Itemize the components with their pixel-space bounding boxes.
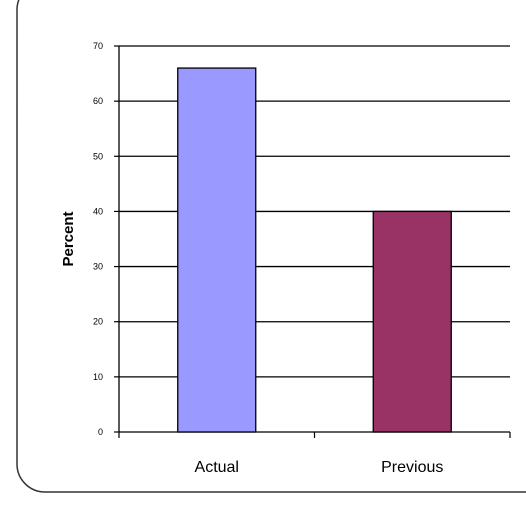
y-tick-label: 60 [93, 96, 103, 106]
x-tick-label: Previous [381, 459, 443, 476]
y-tick-label: 0 [98, 427, 103, 437]
bar-previous [372, 210, 452, 433]
y-tick-label: 40 [93, 206, 103, 216]
x-tick-labels: Actual Previous [195, 459, 444, 476]
x-tick-label: Actual [195, 459, 239, 476]
y-tick-label: 10 [93, 372, 103, 382]
y-tick-label: 30 [93, 262, 103, 272]
y-tick-label: 70 [93, 41, 103, 51]
y-axis-label: Percent [60, 211, 77, 266]
bars [177, 67, 452, 433]
bar-actual [177, 67, 257, 433]
y-tick-label: 20 [93, 317, 103, 327]
y-tick-labels: 0 10 20 30 40 50 60 70 [93, 41, 103, 437]
y-tick-label: 50 [93, 151, 103, 161]
